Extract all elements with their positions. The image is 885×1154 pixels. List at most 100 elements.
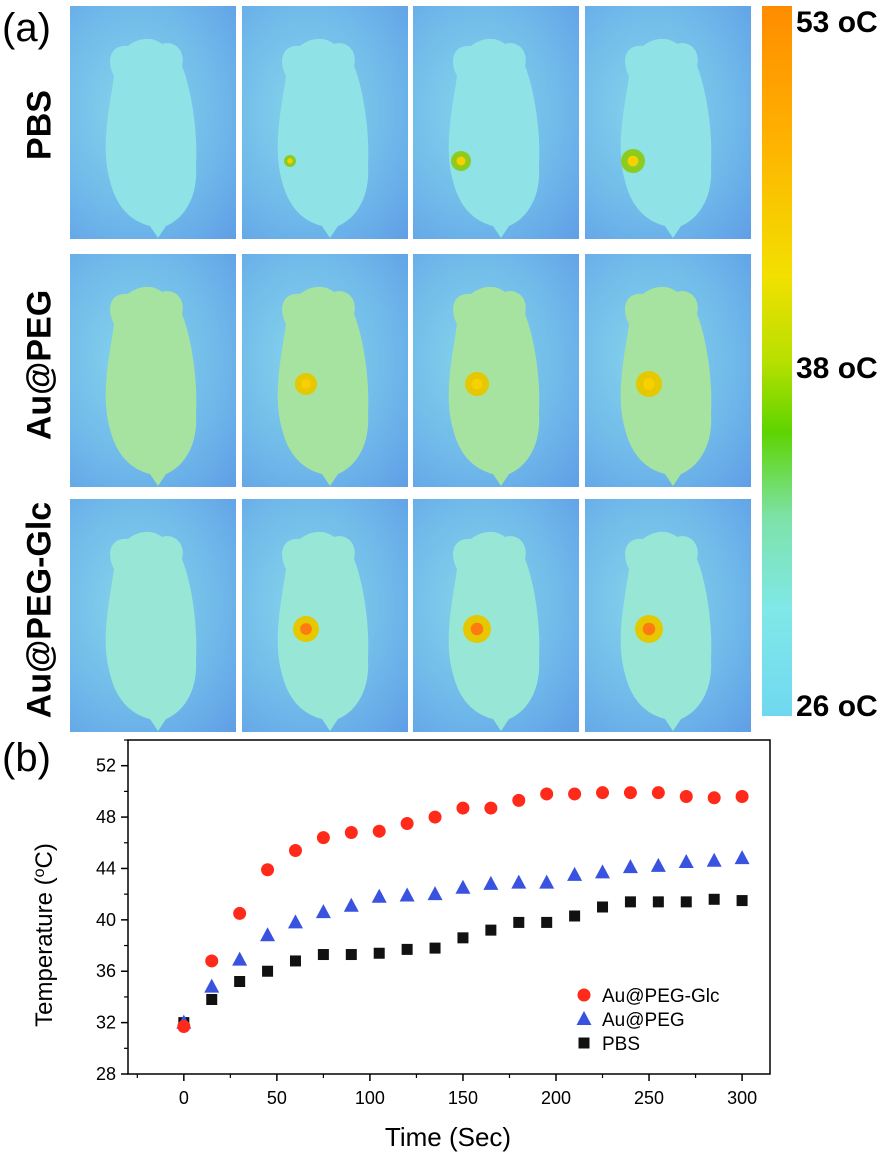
legend-marker [576, 1011, 592, 1025]
data-point-pbs [206, 993, 218, 1005]
panel-b-label: (b) [2, 736, 51, 780]
data-point-au-peg-glc [177, 1019, 191, 1033]
x-tick-label: 200 [541, 1088, 571, 1108]
temperature-chart: 0 50 100 150 200 250 300 28 32 36 40 44 48 52 Au@PEG-… [31, 739, 771, 1152]
y-tick-label: 28 [96, 1064, 116, 1084]
data-point-au-peg-glc [568, 787, 582, 801]
data-point-au-peg-glc [288, 843, 302, 857]
data-point-au-peg-glc [372, 824, 386, 838]
mouse-body-shape [620, 286, 712, 486]
data-point-au-peg [315, 904, 331, 919]
thermal-image-au-peg-glc-t1 [242, 499, 408, 732]
data-point-au-peg [455, 879, 471, 894]
y-tick-label: 36 [96, 961, 116, 981]
y-tick-label: 32 [96, 1013, 116, 1033]
thermal-image-au-peg-t2 [413, 254, 579, 487]
legend-label: Au@PEG [602, 1010, 685, 1031]
mouse-body-shape [448, 38, 540, 239]
legend-marker [577, 988, 591, 1002]
temperature-colorbar [762, 6, 792, 716]
data-point-au-peg [622, 859, 638, 874]
data-point-pbs [736, 895, 748, 907]
data-point-pbs [262, 965, 274, 977]
heat-spot-core [642, 622, 656, 636]
panel-a-label: (a) [2, 6, 51, 50]
data-point-pbs [485, 924, 497, 936]
data-point-au-peg [371, 888, 387, 903]
legend-marker [578, 1037, 590, 1049]
data-point-au-peg [232, 951, 248, 966]
data-point-au-peg [706, 852, 722, 867]
data-point-au-peg [734, 850, 750, 865]
data-point-au-peg [678, 854, 694, 869]
data-point-pbs [597, 901, 609, 913]
data-point-pbs [345, 949, 357, 961]
data-point-au-peg-glc [205, 954, 219, 968]
heat-spot-core [470, 622, 484, 636]
data-point-pbs [541, 916, 553, 928]
mouse-body-shape [277, 531, 369, 731]
heat-spot-core [456, 156, 466, 166]
heat-spot-core [471, 378, 483, 390]
thermal-image-au-peg-t0 [70, 254, 236, 487]
colorbar-mid-label: 38 oC [796, 352, 878, 385]
data-point-au-peg-glc [735, 790, 749, 804]
data-point-au-peg-glc [512, 793, 526, 807]
data-point-au-peg [511, 874, 527, 889]
y-tick-label: 48 [96, 807, 116, 827]
data-point-pbs [289, 955, 301, 967]
thermal-image-pbs-t0 [70, 6, 236, 239]
data-point-pbs [234, 976, 246, 988]
colorbar-max-label: 53 oC [796, 6, 878, 39]
x-tick-label: 300 [727, 1088, 757, 1108]
thermal-image-au-peg-glc-t2 [413, 499, 579, 732]
data-point-pbs [569, 910, 581, 922]
legend-label: PBS [602, 1034, 640, 1055]
row-label-au-peg-glc: Au@PEG-Glc [20, 501, 59, 719]
heat-spot-core [300, 623, 312, 635]
x-axis-label: Time (Sec) [385, 1122, 511, 1152]
legend-label: Au@PEG-Glc [602, 986, 719, 1007]
data-point-pbs [708, 893, 720, 905]
y-axis-label: Temperature (oC) [31, 843, 59, 1027]
data-point-au-peg-glc [400, 817, 414, 830]
mouse-body-shape [448, 531, 540, 731]
data-point-au-peg-glc [484, 801, 498, 815]
data-point-pbs [624, 896, 636, 908]
data-point-au-peg-glc [540, 787, 554, 801]
y-tick-label: 52 [96, 756, 116, 776]
y-tick-label: 40 [96, 910, 116, 930]
data-point-au-peg-glc [261, 863, 275, 877]
mouse-body-shape [620, 531, 712, 731]
heat-spot-core [287, 158, 293, 164]
heat-spot-core [643, 378, 655, 390]
data-point-au-peg-glc [316, 831, 330, 845]
thermal-image-au-peg-t1 [242, 254, 408, 487]
data-point-au-peg [567, 866, 583, 881]
data-point-au-peg-glc [707, 791, 721, 805]
mouse-body-shape [277, 286, 369, 486]
thermal-image-pbs-t1 [242, 6, 408, 239]
thermal-image-pbs-t3 [585, 6, 751, 239]
data-point-pbs [401, 943, 413, 955]
x-tick-label: 0 [179, 1088, 189, 1108]
data-point-au-peg-glc [679, 790, 693, 804]
data-point-au-peg [204, 978, 220, 993]
x-tick-label: 150 [448, 1088, 478, 1108]
data-point-au-peg [343, 897, 359, 912]
data-point-pbs [680, 896, 692, 908]
colorbar-min-label: 26 oC [796, 690, 878, 723]
row-label-pbs: PBS [20, 90, 59, 160]
mouse-body-shape [105, 286, 197, 486]
data-point-au-peg-glc [651, 786, 665, 800]
data-point-pbs [652, 896, 664, 908]
x-tick-label: 50 [267, 1088, 287, 1108]
data-point-au-peg [650, 857, 666, 872]
data-point-au-peg-glc [596, 786, 610, 800]
heat-spot-core [627, 155, 639, 167]
data-point-pbs [429, 942, 441, 954]
x-tick-label: 250 [634, 1088, 664, 1108]
thermal-image-au-peg-glc-t3 [585, 499, 751, 732]
data-point-au-peg-glc [456, 801, 470, 815]
mouse-body-shape [620, 38, 712, 239]
